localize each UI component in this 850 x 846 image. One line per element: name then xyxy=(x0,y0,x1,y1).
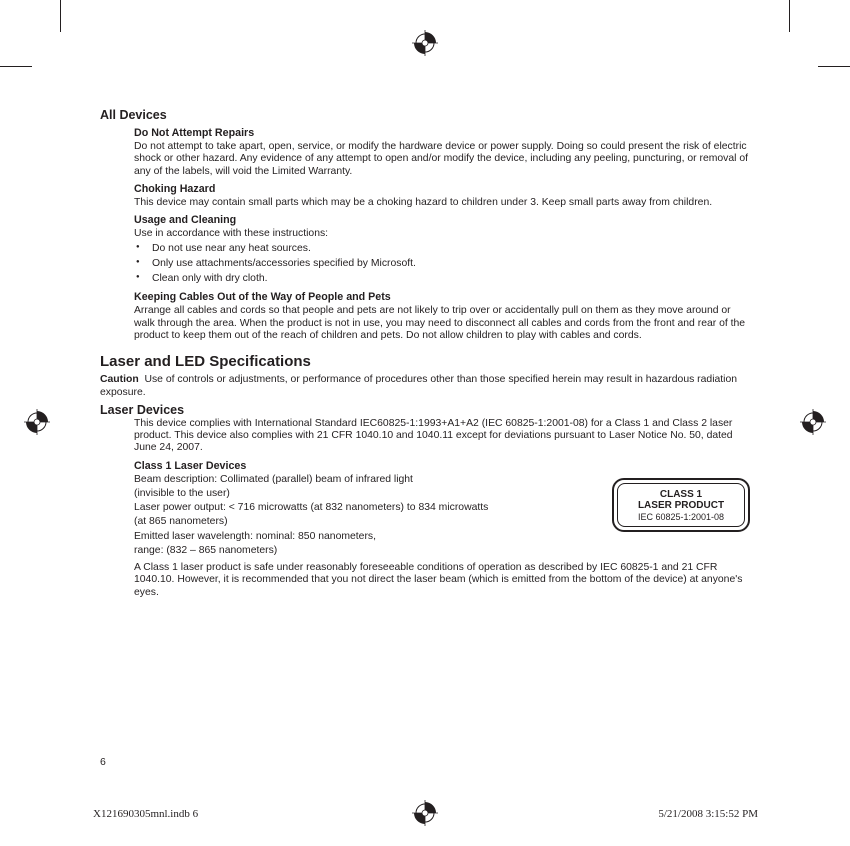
heading-choking: Choking Hazard xyxy=(134,183,750,195)
text-usage-intro: Use in accordance with these instruction… xyxy=(134,228,750,240)
label-line3: IEC 60825-1:2001-08 xyxy=(622,512,740,523)
text-repairs: Do not attempt to take apart, open, serv… xyxy=(134,141,750,178)
class1-spec-line: range: (832 – 865 nanometers) xyxy=(134,545,600,557)
page-number: 6 xyxy=(100,756,106,768)
class1-spec-line: (invisible to the user) xyxy=(134,488,600,500)
registration-mark-icon xyxy=(412,30,438,56)
caution-line: Caution Use of controls or adjustments, … xyxy=(100,374,750,399)
heading-laser-section: Laser and LED Specifications xyxy=(100,353,750,370)
text-cables: Arrange all cables and cords so that peo… xyxy=(134,305,750,342)
heading-laser-devices: Laser Devices xyxy=(100,403,750,417)
footer-datetime: 5/21/2008 3:15:52 PM xyxy=(658,808,758,820)
crop-mark xyxy=(0,66,32,67)
class1-spec-line: Emitted laser wavelength: nominal: 850 n… xyxy=(134,531,600,543)
caution-label: Caution xyxy=(100,374,139,385)
list-item: Clean only with dry cloth. xyxy=(134,272,750,286)
heading-cables: Keeping Cables Out of the Way of People … xyxy=(134,291,750,303)
list-item: Do not use near any heat sources. xyxy=(134,242,750,256)
caution-text: Use of controls or adjustments, or perfo… xyxy=(100,374,737,397)
label-line1: CLASS 1 xyxy=(622,489,740,500)
crop-mark xyxy=(60,0,61,32)
registration-mark-icon xyxy=(24,409,50,435)
label-line2: LASER PRODUCT xyxy=(622,500,740,511)
class1-spec-line: Laser power output: < 716 microwatts (at… xyxy=(134,502,600,514)
registration-mark-icon xyxy=(412,800,438,826)
footer-filename: X121690305mnl.indb 6 xyxy=(93,808,198,820)
crop-mark xyxy=(789,0,790,32)
page-content: All Devices Do Not Attempt Repairs Do no… xyxy=(100,108,750,601)
text-compliance: This device complies with International … xyxy=(134,418,750,455)
class1-spec-line: Beam description: Collimated (parallel) … xyxy=(134,474,600,486)
usage-bullets: Do not use near any heat sources. Only u… xyxy=(134,242,750,286)
list-item: Only use attachments/accessories specifi… xyxy=(134,257,750,271)
class1-label-box: CLASS 1 LASER PRODUCT IEC 60825-1:2001-0… xyxy=(612,478,750,533)
registration-mark-icon xyxy=(800,409,826,435)
heading-usage: Usage and Cleaning xyxy=(134,214,750,226)
heading-repairs: Do Not Attempt Repairs xyxy=(134,127,750,139)
text-choking: This device may contain small parts whic… xyxy=(134,197,750,209)
text-class1-safety: A Class 1 laser product is safe under re… xyxy=(134,562,750,599)
crop-mark xyxy=(818,66,850,67)
heading-all-devices: All Devices xyxy=(100,108,750,122)
heading-class1: Class 1 Laser Devices xyxy=(134,460,750,472)
class1-spec-line: (at 865 nanometers) xyxy=(134,516,600,528)
